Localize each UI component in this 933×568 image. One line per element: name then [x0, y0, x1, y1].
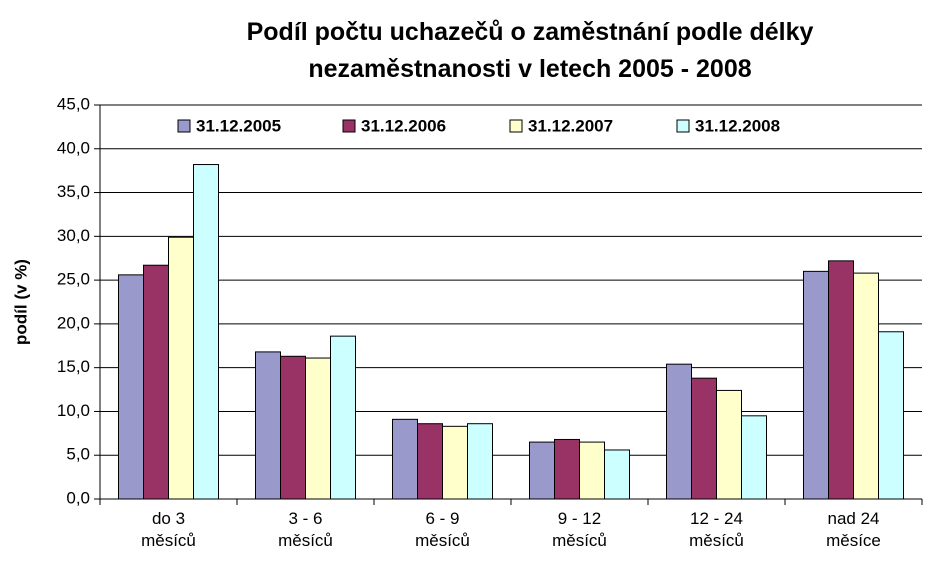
- legend-swatch: [342, 119, 356, 133]
- bar: [330, 335, 356, 500]
- bar: [193, 164, 219, 500]
- bar: [392, 418, 418, 500]
- y-tick-label: 45,0: [57, 94, 90, 113]
- bar: [417, 423, 443, 500]
- x-tick-label: 9 - 12 měsíců: [552, 509, 607, 550]
- bar: [118, 274, 144, 500]
- y-tick-label: 20,0: [57, 313, 90, 332]
- y-tick-label: 5,0: [66, 445, 90, 464]
- bar: [716, 389, 742, 500]
- y-tick-label: 0,0: [66, 488, 90, 507]
- y-tick-label: 30,0: [57, 226, 90, 245]
- chart-title: Podíl počtu uchazečů o zaměstnání podle …: [246, 18, 814, 83]
- bar: [554, 438, 580, 500]
- bar: [803, 270, 829, 500]
- y-tick-label: 25,0: [57, 270, 90, 289]
- x-tick-label: nad 24 měsíce: [826, 509, 881, 550]
- legend-swatch: [509, 119, 523, 133]
- bar: [529, 441, 555, 500]
- bar: [853, 272, 879, 500]
- bar: [305, 357, 331, 500]
- y-tick-label: 35,0: [57, 182, 90, 201]
- bar: [143, 264, 169, 500]
- bar: [280, 355, 306, 500]
- legend-label: 31.12.2008: [695, 116, 780, 135]
- y-tick-label: 40,0: [57, 138, 90, 157]
- y-tick-label: 10,0: [57, 401, 90, 420]
- legend-swatch: [177, 119, 191, 133]
- legend-swatch: [676, 119, 690, 133]
- bar: [666, 363, 692, 500]
- bar: [878, 331, 904, 500]
- y-axis-label: podíl (v %): [11, 259, 30, 345]
- legend-label: 31.12.2007: [528, 116, 613, 135]
- bar: [579, 441, 605, 500]
- bar: [255, 351, 281, 500]
- legend-label: 31.12.2005: [196, 116, 281, 135]
- bar: [604, 449, 630, 500]
- x-tick-label: 3 - 6 měsíců: [278, 509, 333, 550]
- bar: [828, 260, 854, 500]
- bar: [467, 423, 493, 500]
- x-tick-label: 12 - 24 měsíců: [689, 509, 744, 550]
- bar: [691, 377, 717, 500]
- bar: [442, 425, 468, 500]
- x-tick-label: do 3 měsíců: [141, 509, 196, 550]
- bar: [741, 415, 767, 500]
- x-tick-label: 6 - 9 měsíců: [415, 509, 470, 550]
- y-tick-label: 15,0: [57, 357, 90, 376]
- legend-label: 31.12.2006: [361, 116, 446, 135]
- bar: [168, 236, 194, 500]
